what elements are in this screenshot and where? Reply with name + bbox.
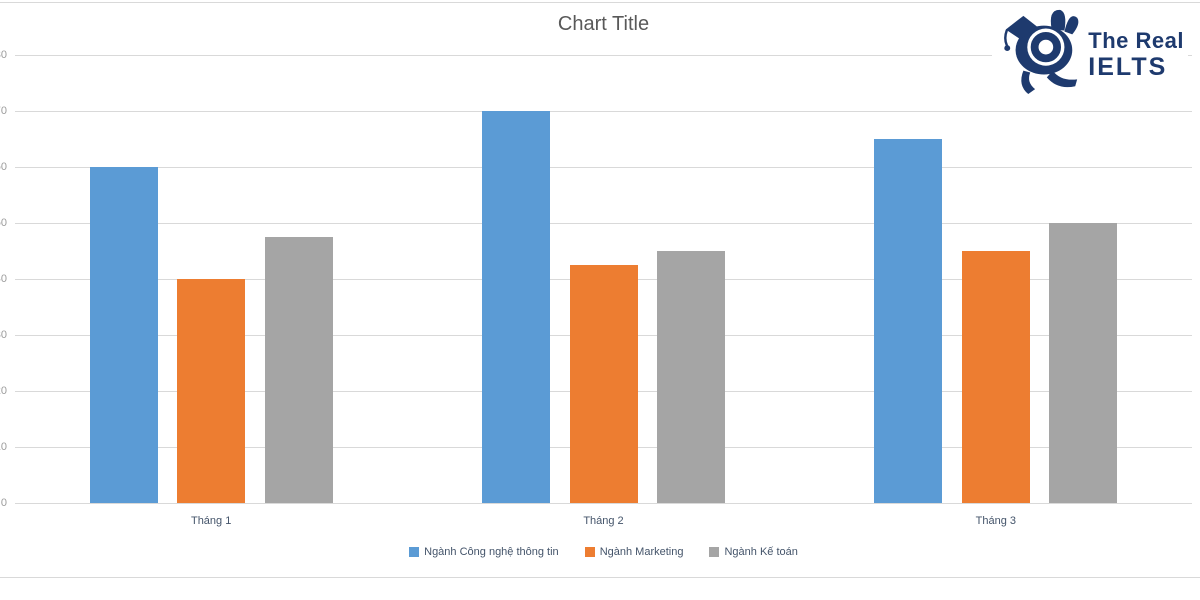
y-axis-tick-label-50: 50 [0,217,7,229]
gridline-y-0 [15,503,1192,504]
plot-area: 0 10 20 30 40 50 60 70 80 Tháng 1 Tháng 2 Tháng 3 [0,49,1192,527]
chart-frame-top-border [0,2,1200,3]
gridline-y-60 [15,167,1192,168]
y-axis-tick-label-60: 60 [0,161,7,173]
legend-swatch-icon [409,547,420,557]
x-axis-label-3: Tháng 3 [975,515,1017,527]
x-axis-label-2: Tháng 2 [583,515,624,527]
bar-series-1-category-2 [482,111,550,503]
brand-name-line2: IELTS [1088,52,1168,81]
mascot-with-graduation-cap-and-magnifying-glass-icon [996,5,1084,104]
y-axis-tick-label-0: 0 [0,497,7,509]
brand-name-line1: The Real [1088,27,1184,53]
y-axis-tick-label-40: 40 [0,273,7,285]
bar-series-2-category-2 [569,265,638,503]
brand-logo: The Real IELTS [992,3,1188,106]
chart-frame-bottom-border [0,577,1200,578]
legend-label: Ngành Kế toán [724,546,798,558]
bar-series-3-category-1 [264,237,333,503]
bar-series-1-category-3 [874,139,943,503]
y-axis-tick-label-80: 80 [0,49,7,61]
legend-swatch-icon [584,547,595,557]
y-axis-tick-label-10: 10 [0,441,7,453]
bar-series-3-category-2 [657,251,725,503]
x-axis-label-1: Tháng 1 [190,515,232,527]
bar-series-2-category-1 [177,279,246,503]
legend-label: Ngành Công nghệ thông tin [424,546,559,558]
legend-item-1: Ngành Công nghệ thông tin [409,546,559,558]
bar-series-3-category-3 [1049,223,1118,503]
gridline-y-80 [15,55,1192,56]
chart-title: Chart Title [557,13,650,35]
y-axis-tick-label-70: 70 [0,105,7,117]
gridline-y-50 [15,223,1192,224]
bar-series-2-category-3 [961,251,1030,503]
legend: Ngành Công nghệ thông tin Ngành Marketing… [15,546,1192,558]
legend-item-2: Ngành Marketing [584,546,684,558]
y-axis-tick-label-20: 20 [0,385,7,397]
legend-label: Ngành Marketing [599,546,684,558]
legend-item-3: Ngành Kế toán [709,546,798,558]
legend-swatch-icon [709,547,720,557]
gridline-y-70 [15,111,1192,112]
bar-series-1-category-1 [89,167,158,503]
y-axis-tick-label-30: 30 [0,329,7,341]
brand-logo-text: The Real IELTS [1088,27,1184,81]
